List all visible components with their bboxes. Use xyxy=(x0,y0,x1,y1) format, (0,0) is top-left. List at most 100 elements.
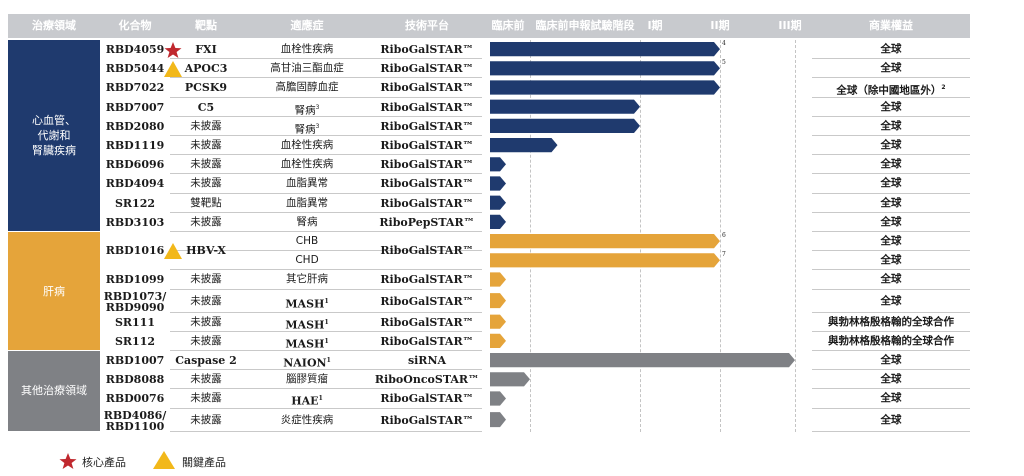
indication-name: MASH1 xyxy=(242,290,372,313)
indication-name-text: 血脂異常 xyxy=(286,196,328,209)
stage-bar xyxy=(490,176,506,191)
compound-name: RBD2080 xyxy=(100,117,170,136)
indication-name: 血栓性疾病 xyxy=(242,136,372,155)
platform-name-text: siRNA xyxy=(407,354,447,367)
row-divider xyxy=(170,388,482,390)
platform-name: RiboGalSTAR™ xyxy=(372,313,482,332)
row-divider xyxy=(812,135,970,136)
target-name-text: 雙靶點 xyxy=(190,196,222,209)
target-name: 未披露 xyxy=(170,174,242,193)
target-name-text: 未披露 xyxy=(190,119,222,132)
platform-name: RiboGalSTAR™ xyxy=(372,174,482,193)
indication-name: 炎症性疾病 xyxy=(242,409,372,432)
target-name: 未披露 xyxy=(170,332,242,351)
target-name-text: 未披露 xyxy=(190,373,222,386)
platform-name: RiboGalSTAR™ xyxy=(372,59,482,78)
row-divider xyxy=(100,211,170,213)
commercial-rights-text: 全球 xyxy=(880,413,902,426)
commercial-rights-text: 全球 xyxy=(880,373,902,386)
row-divider xyxy=(100,330,170,332)
commercial-rights: 全球 xyxy=(812,136,970,155)
platform-name-text: RiboGalSTAR™ xyxy=(380,139,474,152)
commercial-rights-text: 全球 xyxy=(880,235,902,247)
row-divider xyxy=(812,350,970,351)
target-name: 未披露 xyxy=(170,155,242,174)
commercial-rights: 全球 xyxy=(812,232,970,251)
indication-name: MASH1 xyxy=(242,313,372,332)
commercial-rights: 全球 xyxy=(812,270,970,289)
row-divider xyxy=(812,250,970,252)
platform-name: RiboGalSTAR™ xyxy=(372,155,482,174)
row-divider xyxy=(100,350,170,351)
stage-bar xyxy=(490,42,720,57)
target-name-text: PCSK9 xyxy=(184,81,228,95)
commercial-rights: 全球 xyxy=(812,213,970,232)
commercial-rights-text: 全球 xyxy=(880,254,902,267)
commercial-rights: 全球 xyxy=(812,174,970,193)
triangle-icon xyxy=(164,243,182,260)
row-divider xyxy=(812,430,970,432)
platform-name: RiboGalSTAR™ xyxy=(372,290,482,313)
row-divider xyxy=(170,311,482,313)
compound-name: RBD7022 xyxy=(100,78,170,97)
stage-bar xyxy=(490,314,506,329)
target-name-text: 未披露 xyxy=(190,294,222,307)
indication-name-text: 腎病 xyxy=(296,215,318,228)
compound-name-text: RBD7007 xyxy=(105,100,165,114)
row-divider xyxy=(100,115,170,117)
compound-name-text: RBD7022 xyxy=(105,81,165,95)
commercial-rights: 全球 xyxy=(812,194,970,213)
triangle-icon xyxy=(164,60,182,77)
compound-name-text: RBD3103 xyxy=(105,215,165,229)
stage-bar xyxy=(490,61,720,76)
stage-divider xyxy=(795,40,796,432)
platform-name-text: RiboGalSTAR™ xyxy=(380,413,474,427)
row-divider xyxy=(812,269,970,271)
commercial-rights-text: 全球 xyxy=(880,273,902,286)
indication-name: 腎病3 xyxy=(242,98,372,117)
row-divider xyxy=(812,311,970,313)
compound-name: RBD5044 xyxy=(100,59,170,78)
platform-name-text: RiboGalSTAR™ xyxy=(380,244,474,257)
therapeutic-area-group: 其他治療領域 xyxy=(8,351,100,431)
indication-name-text: 血栓性疾病 xyxy=(280,139,334,151)
compound-name-text: RBD4086/ RBD1100 xyxy=(103,408,167,433)
indication-name-text: 腦膠質瘤 xyxy=(286,373,328,386)
row-divider xyxy=(812,288,970,290)
row-divider xyxy=(170,115,482,117)
compound-name-text: RBD5044 xyxy=(105,62,165,76)
compound-name: RBD7007 xyxy=(100,98,170,117)
header-compound: 化合物 xyxy=(118,19,152,32)
compound-name-text: SR112 xyxy=(114,334,156,348)
target-name: 未披露 xyxy=(170,136,242,155)
commercial-rights-text: 全球（除中國地區外） xyxy=(836,84,942,97)
compound-name: RBD6096 xyxy=(100,155,170,174)
target-name-text: 未披露 xyxy=(190,139,222,151)
platform-name: RiboGalSTAR™ xyxy=(372,78,482,97)
indication-footnote: 3 xyxy=(315,122,320,130)
header-phase2: II期 xyxy=(710,19,730,32)
compound-column-band xyxy=(100,351,170,431)
commercial-rights: 全球（除中國地區外）2 xyxy=(812,78,970,97)
platform-name-text: RiboOncoSTAR™ xyxy=(374,373,480,387)
target-name: 未披露 xyxy=(170,313,242,332)
compound-name-text: RBD1073/ RBD9090 xyxy=(103,289,167,314)
compound-name: SR122 xyxy=(100,194,170,213)
commercial-rights-text: 與勃林格殷格翰的全球合作 xyxy=(828,334,954,347)
row-divider xyxy=(170,211,482,213)
commercial-rights-text: 全球 xyxy=(880,392,902,405)
stage-divider xyxy=(720,40,721,432)
stage-bar xyxy=(490,157,506,172)
target-name-text: APOC3 xyxy=(184,62,228,76)
target-name: Caspase 2 xyxy=(170,351,242,370)
row-divider xyxy=(100,173,170,175)
row-divider xyxy=(170,96,482,98)
target-name-text: 未披露 xyxy=(190,177,222,190)
compound-name-text: RBD4059 xyxy=(105,43,165,56)
row-divider xyxy=(170,288,482,290)
compound-name-text: RBD1119 xyxy=(105,139,165,152)
compound-name-text: RBD8088 xyxy=(105,373,165,387)
row-divider xyxy=(100,58,170,60)
target-name: C5 xyxy=(170,98,242,117)
